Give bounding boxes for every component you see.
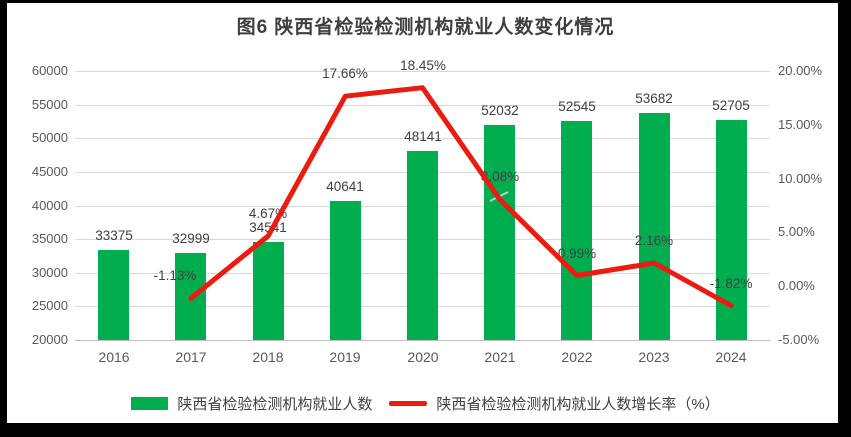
legend-line-swatch [389, 401, 428, 406]
line-value-label: 18.45% [400, 58, 446, 73]
left-axis-tick: 55000 [31, 97, 68, 112]
gridline-20000 [75, 340, 770, 341]
bar-2019 [330, 201, 361, 340]
chart-title: 图6 陕西省检验检测机构就业人数变化情况 [236, 17, 615, 38]
bar-value-label: 40641 [326, 179, 364, 194]
line-value-label: -1.13% [153, 268, 197, 283]
legend-line-label: 陕西省检验检测机构就业人数增长率（%） [436, 396, 720, 413]
x-axis-label-2021: 2021 [484, 349, 516, 365]
left-axis-tick: 25000 [31, 298, 68, 313]
bar-value-label: 52032 [481, 103, 519, 118]
x-axis-label-2016: 2016 [98, 349, 130, 365]
left-axis-tick: 40000 [31, 198, 68, 213]
bar-2022 [561, 121, 592, 340]
bar-2021 [484, 125, 515, 340]
bar-value-label: 32999 [172, 231, 210, 246]
left-axis-tick: 50000 [31, 130, 68, 145]
line-value-label: 8.08% [480, 169, 520, 184]
bar-value-label: 52545 [558, 99, 596, 114]
bar-2016 [98, 250, 129, 340]
bar-value-label: 52705 [712, 98, 750, 113]
x-axis-label-2022: 2022 [561, 349, 593, 365]
bar-value-label: 33375 [95, 228, 133, 243]
left-axis-tick: 60000 [31, 63, 68, 78]
left-axis-tick: 30000 [31, 265, 68, 280]
x-axis-label-2023: 2023 [638, 349, 670, 365]
bar-2017 [175, 253, 206, 340]
x-axis-label-2024: 2024 [715, 349, 747, 365]
line-value-label: 4.67% [248, 206, 288, 221]
bar-2023 [639, 113, 670, 340]
left-axis-tick: 45000 [31, 164, 68, 179]
x-axis-label-2019: 2019 [329, 349, 361, 365]
gridline-60000 [75, 71, 770, 72]
line-value-label: 17.66% [322, 66, 368, 81]
right-axis-tick: 5.00% [778, 224, 815, 239]
bar-2018 [253, 242, 284, 340]
left-axis-tick: 20000 [31, 332, 68, 347]
right-axis-tick: 20.00% [778, 63, 823, 78]
line-value-label: 2.16% [634, 233, 674, 248]
line-value-label: 0.99% [557, 246, 597, 261]
right-axis-tick: 10.00% [778, 171, 823, 186]
x-axis-label-2018: 2018 [252, 349, 284, 365]
left-axis-tick: 35000 [31, 231, 68, 246]
x-axis-label-2017: 2017 [175, 349, 207, 365]
bar-value-label: 48141 [404, 129, 442, 144]
right-axis-tick: -5.00% [778, 332, 820, 347]
legend-bar-label: 陕西省检验检测机构就业人数 [177, 396, 373, 413]
legend-bar-swatch [131, 397, 169, 410]
right-axis-tick: 15.00% [778, 117, 823, 132]
right-axis-tick: 0.00% [778, 278, 815, 293]
bar-2024 [716, 120, 747, 340]
bar-value-label: 34541 [249, 220, 287, 235]
bar-2020 [407, 151, 438, 340]
legend: 陕西省检验检测机构就业人数 陕西省检验检测机构就业人数增长率（%） [0, 393, 851, 414]
line-value-label: -1.82% [709, 276, 753, 291]
bar-value-label: 53682 [635, 91, 673, 106]
x-axis-label-2020: 2020 [407, 349, 439, 365]
